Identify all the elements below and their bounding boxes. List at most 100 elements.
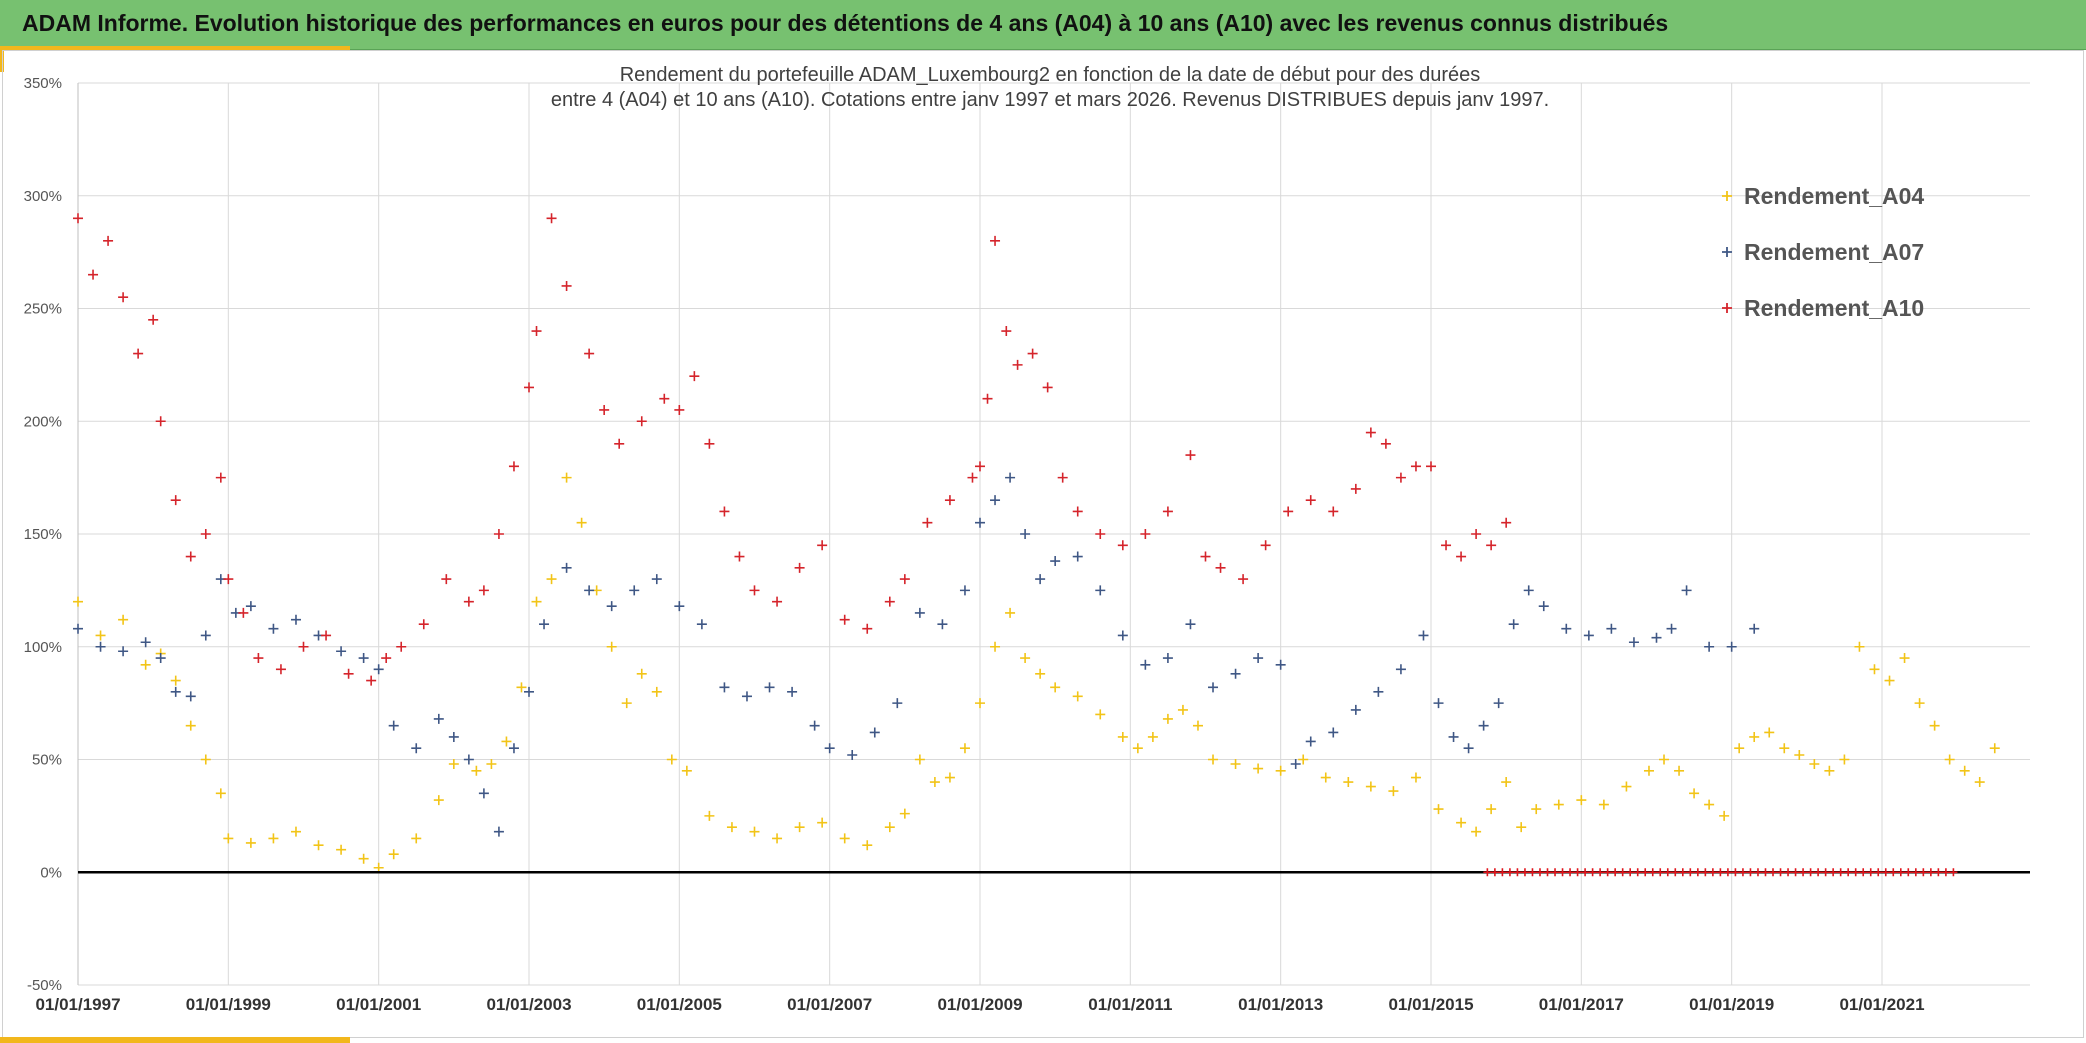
data-point: [1410, 772, 1421, 783]
data-point: [1373, 686, 1384, 697]
data-point: [73, 596, 83, 607]
data-point: [899, 574, 910, 585]
data-point: [1523, 585, 1534, 596]
data-point: [1162, 653, 1173, 664]
zero-point: [1874, 868, 1883, 877]
zero-point: [1829, 868, 1838, 877]
data-point: [1779, 743, 1790, 754]
data-point: [1192, 720, 1203, 731]
zero-point: [1483, 868, 1492, 877]
data-point: [471, 765, 482, 776]
data-point: [1704, 641, 1715, 652]
data-point: [576, 517, 587, 528]
y-tick-label: 200%: [24, 413, 62, 430]
x-tick-label: 01/01/2001: [336, 995, 421, 1014]
zero-point: [1513, 868, 1522, 877]
zero-point: [1558, 868, 1567, 877]
zero-point: [1543, 868, 1552, 877]
data-point: [824, 743, 835, 754]
data-point: [1944, 754, 1955, 765]
y-tick-label: 350%: [24, 75, 62, 92]
zero-point: [1618, 868, 1627, 877]
data-point: [268, 623, 279, 634]
data-point: [358, 853, 369, 864]
data-point: [1320, 772, 1331, 783]
zero-point: [1896, 868, 1905, 877]
data-point: [524, 382, 534, 393]
chart-title-line-1: Rendement du portefeuille ADAM_Luxembour…: [620, 64, 1481, 86]
data-point: [1230, 759, 1241, 770]
data-point: [373, 664, 384, 675]
data-point: [185, 551, 196, 562]
data-point: [689, 371, 700, 382]
data-point: [794, 562, 805, 573]
zero-point: [1911, 868, 1920, 877]
data-point: [1929, 720, 1940, 731]
data-point: [1426, 461, 1436, 472]
data-point: [448, 731, 459, 742]
data-point: [696, 619, 707, 630]
legend-item: Rendement_A07: [1722, 239, 1924, 265]
zero-point: [1881, 868, 1890, 877]
data-point: [1350, 704, 1361, 715]
zero-point: [1656, 868, 1665, 877]
data-point: [433, 795, 444, 806]
data-point: [321, 630, 332, 641]
report-title: ADAM Informe. Evolution historique des p…: [22, 10, 1669, 36]
data-point: [501, 736, 512, 747]
zero-point: [1528, 868, 1537, 877]
data-point: [1305, 495, 1316, 506]
data-point: [1628, 637, 1639, 648]
data-point: [396, 641, 407, 652]
data-point: [1095, 585, 1106, 596]
data-point: [561, 472, 572, 483]
data-point: [155, 653, 166, 664]
data-point: [734, 551, 745, 562]
data-point: [1681, 585, 1692, 596]
zero-point: [1505, 868, 1514, 877]
zero-point: [1701, 868, 1710, 877]
zero-point: [1693, 868, 1702, 877]
data-point: [1764, 727, 1775, 738]
data-point: [1095, 529, 1106, 539]
data-point: [561, 562, 572, 573]
data-point: [1824, 765, 1835, 776]
data-point: [1343, 777, 1354, 788]
data-point: [787, 686, 798, 697]
data-point: [922, 517, 933, 528]
zero-point: [1731, 868, 1740, 877]
data-point: [990, 495, 1001, 506]
data-point: [1471, 826, 1482, 837]
data-point: [1493, 698, 1504, 709]
data-point: [539, 619, 550, 630]
data-point: [1749, 623, 1760, 634]
data-point: [1651, 632, 1662, 643]
data-point: [358, 653, 369, 664]
data-point: [1005, 472, 1016, 483]
zero-point: [1889, 868, 1898, 877]
data-point: [606, 641, 617, 652]
x-tick-label: 01/01/1997: [35, 995, 120, 1014]
zero-point: [1648, 868, 1657, 877]
zero-point: [1663, 868, 1672, 877]
data-point: [959, 743, 970, 754]
zero-point: [1588, 868, 1597, 877]
data-point: [1531, 804, 1542, 815]
data-point: [1095, 709, 1106, 720]
data-point: [726, 822, 737, 833]
data-point: [148, 314, 159, 325]
data-point: [478, 585, 489, 596]
data-point: [118, 646, 129, 657]
data-point: [621, 698, 632, 709]
data-point: [1185, 450, 1196, 461]
header-accent-bar: [0, 46, 350, 50]
legend-label: Rendement_A10: [1744, 295, 1924, 321]
data-point: [975, 517, 985, 528]
data-point: [719, 506, 730, 517]
data-point: [275, 664, 286, 675]
zero-point: [1844, 868, 1853, 877]
data-point: [140, 637, 151, 648]
data-point: [1689, 788, 1700, 799]
zero-point: [1520, 868, 1529, 877]
